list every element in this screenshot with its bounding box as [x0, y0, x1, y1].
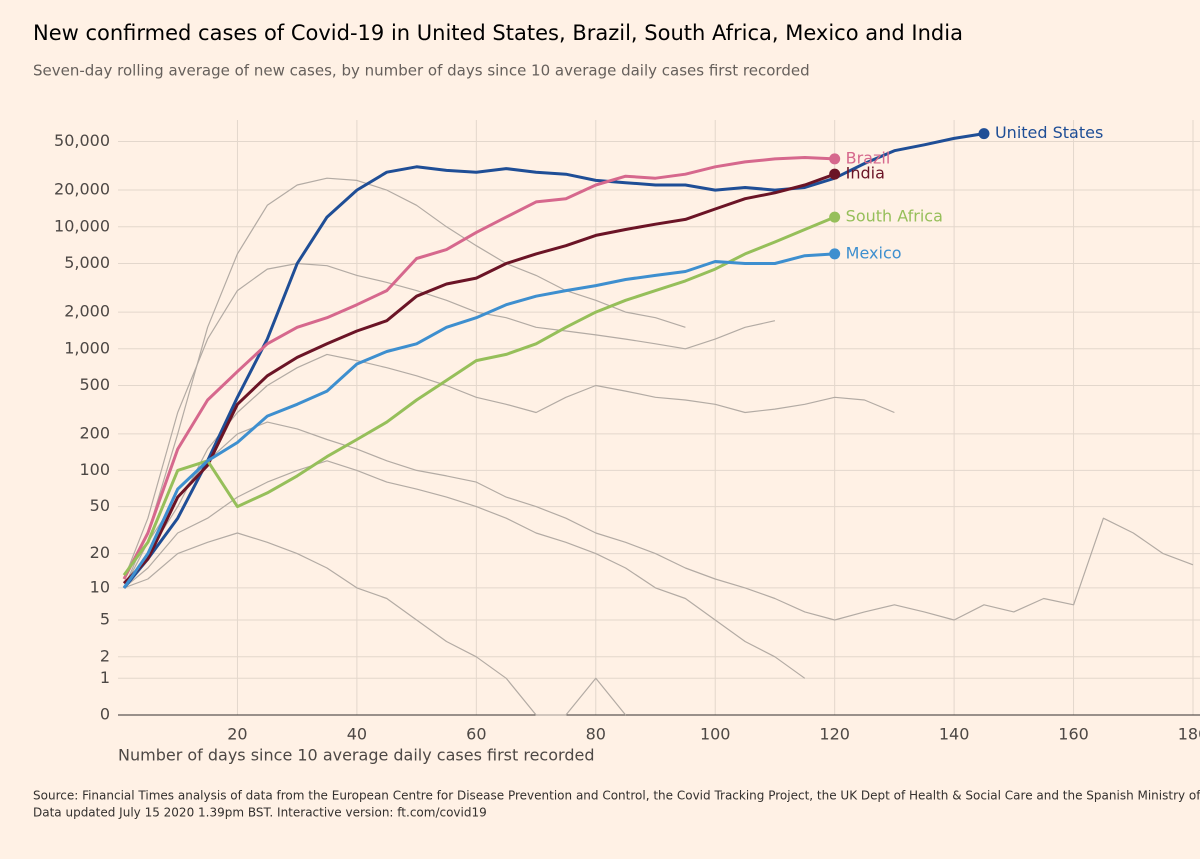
- end-marker: [829, 211, 841, 223]
- y-tick-label: 200: [79, 423, 110, 442]
- y-tick-label: 5: [100, 610, 110, 629]
- y-tick-label: 1,000: [64, 338, 110, 357]
- x-tick-label: 60: [466, 725, 486, 744]
- y-tick-label: 2: [100, 646, 110, 665]
- y-tick-label: 5,000: [64, 253, 110, 272]
- series-label: South Africa: [846, 207, 943, 226]
- background-line: [123, 532, 627, 716]
- y-tick-label: 10,000: [54, 216, 110, 235]
- x-tick-label: 180: [1178, 725, 1200, 744]
- background-line: [123, 353, 895, 589]
- background-line: [123, 177, 686, 589]
- updated: Data updated July 15 2020 1.39pm BST. In…: [33, 806, 487, 820]
- background-line: [123, 262, 776, 580]
- x-tick-label: 20: [227, 725, 247, 744]
- series-label: India: [846, 164, 885, 183]
- series-label: Brazil: [846, 148, 891, 167]
- y-tick-label: 2,000: [64, 302, 110, 321]
- background-line: [123, 421, 1194, 621]
- source: Source: Financial Times analysis of data…: [33, 789, 1200, 803]
- chart-title: New confirmed cases of Covid-19 in Unite…: [33, 21, 963, 45]
- x-tick-label: 100: [700, 725, 731, 744]
- grid: 0 1 2 5 10 20 50 100 200 500 1,000 2,000 5,000 10,000…: [54, 120, 1200, 744]
- x-axis-label: Number of days since 10 average daily ca…: [118, 746, 594, 765]
- y-tick-label: 500: [79, 375, 110, 394]
- y-tick-label: 20: [90, 543, 110, 562]
- y-tick-label: 1: [100, 668, 110, 687]
- end-marker: [829, 153, 841, 165]
- y-tick-label: 0: [100, 705, 110, 724]
- x-tick-label: 40: [347, 725, 367, 744]
- x-tick-label: 160: [1058, 725, 1089, 744]
- x-tick-label: 120: [819, 725, 850, 744]
- end-marker: [829, 248, 841, 260]
- y-tick-label: 20,000: [54, 180, 110, 199]
- series-line: [122, 156, 835, 580]
- chart-subtitle: Seven-day rolling average of new cases, …: [33, 62, 810, 80]
- end-marker: [829, 168, 841, 180]
- x-tick-label: 80: [586, 725, 606, 744]
- series-line: [122, 172, 836, 585]
- series-line: [122, 132, 985, 589]
- background-line: [123, 460, 806, 679]
- series-label: Mexico: [846, 243, 902, 262]
- y-tick-label: 50,000: [54, 131, 110, 150]
- x-tick-label: 140: [939, 725, 970, 744]
- series-line: [122, 215, 836, 576]
- series-label: United States: [995, 123, 1103, 142]
- y-tick-label: 10: [90, 577, 110, 596]
- y-tick-label: 100: [79, 460, 110, 479]
- end-marker: [978, 128, 990, 140]
- y-tick-label: 50: [90, 496, 110, 515]
- series-line: [122, 252, 835, 589]
